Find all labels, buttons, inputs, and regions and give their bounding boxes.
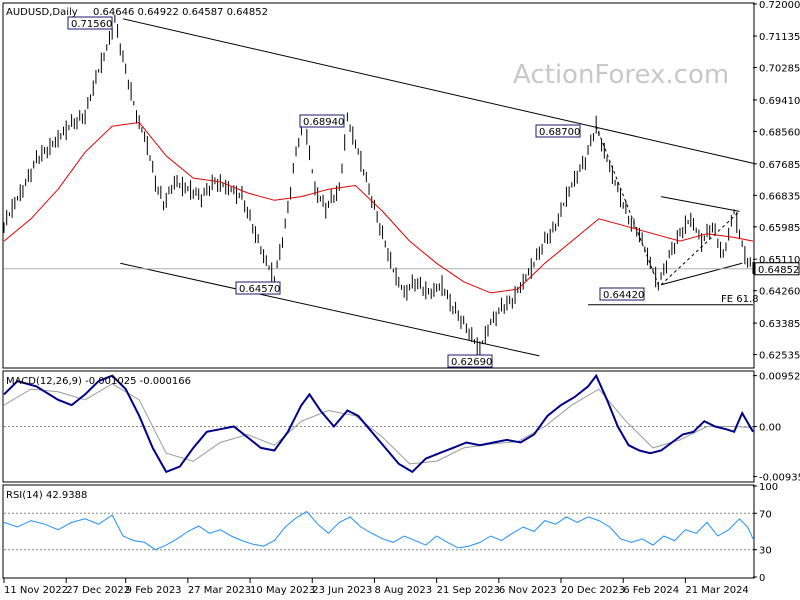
watermark: ActionForex.com: [513, 60, 729, 90]
time-axis-label: 6 Feb 2024: [623, 585, 679, 596]
price-plot: FE 61.8 0.71560 0.64570 0.68940 0.62690 0.687…: [3, 14, 759, 368]
channel-lower-line: [120, 262, 540, 357]
time-axis-label: 9 Feb 2023: [126, 585, 182, 596]
time-axis-label: 10 May 2023: [250, 585, 315, 596]
time-axis-label: 8 Aug 2023: [374, 585, 432, 596]
price-axis-label: 0.65985: [759, 223, 800, 234]
time-axis-label: 11 Nov 2022: [4, 585, 68, 596]
rsi-axis-label: 100: [759, 482, 778, 493]
price-axis-label: 0.70285: [759, 64, 800, 75]
macd-axis-label: -0.00935: [759, 472, 800, 483]
rsi-axis-label: 0: [759, 573, 765, 584]
price-annotation-label: 0.68700: [539, 127, 580, 138]
price-annotation-label: 0.68940: [303, 117, 344, 128]
macd-axis-label: 0.00: [759, 423, 781, 434]
price-annotation-box: [67, 16, 113, 30]
time-axis-label: 27 Dec 2022: [66, 585, 130, 596]
time-axis-label: 27 Mar 2023: [188, 585, 251, 596]
macd-label: MACD(12,26,9) -0.001025 -0.000166: [6, 376, 191, 387]
ohlc-values: 0.64646 0.64922 0.64587 0.64852: [93, 7, 268, 18]
price-axis-label: 0.66835: [759, 191, 800, 202]
macd-axis-label: 0.009524: [759, 372, 800, 383]
price-axis-label: 0.63385: [759, 319, 800, 330]
time-axis-label: 20 Dec 2023: [561, 585, 625, 596]
price-annotation-label: 0.71560: [71, 19, 112, 30]
channel-upper-line: [122, 18, 754, 164]
price-axis-label: 0.65110: [759, 255, 800, 266]
price-axis-label: 0.68560: [759, 127, 800, 138]
price-annotation-box: [599, 287, 645, 301]
macd-line: [3, 373, 754, 474]
symbol-label: AUDUSD,Daily: [6, 7, 78, 18]
price-annotation-label: 0.64570: [239, 284, 280, 295]
triangle-lower-line: [660, 262, 743, 286]
price-panel-frame: [2, 2, 755, 369]
price-annotation-box: [535, 124, 581, 138]
fe-label: FE 61.8: [721, 294, 759, 305]
time-axis-label: 23 Jun 2023: [312, 585, 372, 596]
rsi-axis-label: 30: [759, 546, 772, 557]
macd-signal-line: [3, 383, 754, 465]
axes: 0.72000 0.71135 0.70285 0.69410 0.68560 0.676…: [3, 0, 800, 596]
macd-plot: [3, 373, 754, 474]
price-annotation-box: [299, 114, 345, 128]
price-annotation-box: [447, 354, 493, 368]
moving-average-line: [3, 121, 754, 294]
rsi-axis-label: 70: [759, 509, 772, 520]
price-axis-label: 0.71135: [759, 32, 800, 43]
triangle-upper-line: [660, 196, 740, 212]
price-axis-label: 0.72000: [759, 0, 800, 11]
current-price-tag: [754, 262, 800, 276]
projection-dashed-line: [595, 126, 659, 285]
price-axis-label: 0.64260: [759, 287, 800, 298]
rsi-panel-frame: [2, 484, 755, 579]
price-annotation-box: [235, 281, 281, 295]
rsi-plot: [3, 510, 754, 551]
price-annotation-label: 0.64420: [603, 290, 644, 301]
time-axis-label: 21 Mar 2024: [685, 585, 748, 596]
rsi-label: RSI(14) 42.9388: [6, 490, 87, 501]
time-axis-label: 21 Sep 2023: [437, 585, 500, 596]
current-price-value: 0.64852: [758, 265, 799, 276]
time-axis-label: 6 Nov 2023: [499, 585, 557, 596]
price-axis-label: 0.69410: [759, 96, 800, 107]
price-axis-label: 0.67685: [759, 160, 800, 171]
rsi-line: [3, 510, 754, 551]
price-annotation-label: 0.62690: [451, 357, 492, 368]
price-axis-label: 0.62535: [759, 351, 800, 362]
